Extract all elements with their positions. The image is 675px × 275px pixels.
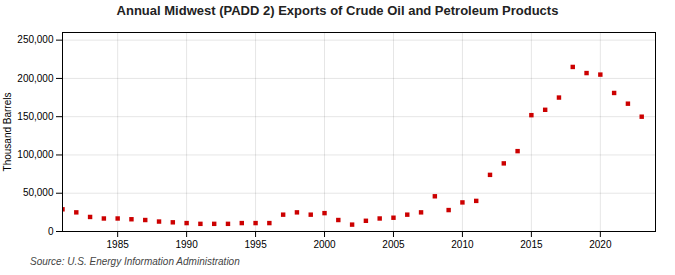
svg-text:1995: 1995 — [244, 239, 267, 250]
svg-text:2020: 2020 — [589, 239, 612, 250]
svg-text:150,000: 150,000 — [17, 111, 54, 122]
svg-text:2010: 2010 — [451, 239, 474, 250]
svg-text:100,000: 100,000 — [17, 149, 54, 160]
svg-text:Thousand Barrels: Thousand Barrels — [2, 93, 13, 172]
svg-text:2005: 2005 — [382, 239, 405, 250]
svg-text:2015: 2015 — [520, 239, 543, 250]
html-text:Source: U.S. Energy Informatio: Source: U.S. Energy Information Administ… — [30, 256, 240, 267]
svg-text:2000: 2000 — [313, 239, 336, 250]
svg-text:1990: 1990 — [175, 239, 198, 250]
svg-text:0: 0 — [48, 226, 54, 237]
svg-text:50,000: 50,000 — [23, 187, 54, 198]
svg-text:1985: 1985 — [107, 239, 130, 250]
svg-text:250,000: 250,000 — [17, 34, 54, 45]
svg-text:200,000: 200,000 — [17, 73, 54, 84]
html-text:Annual Midwest (PADD 2) Export: Annual Midwest (PADD 2) Exports of Crude… — [116, 3, 559, 18]
